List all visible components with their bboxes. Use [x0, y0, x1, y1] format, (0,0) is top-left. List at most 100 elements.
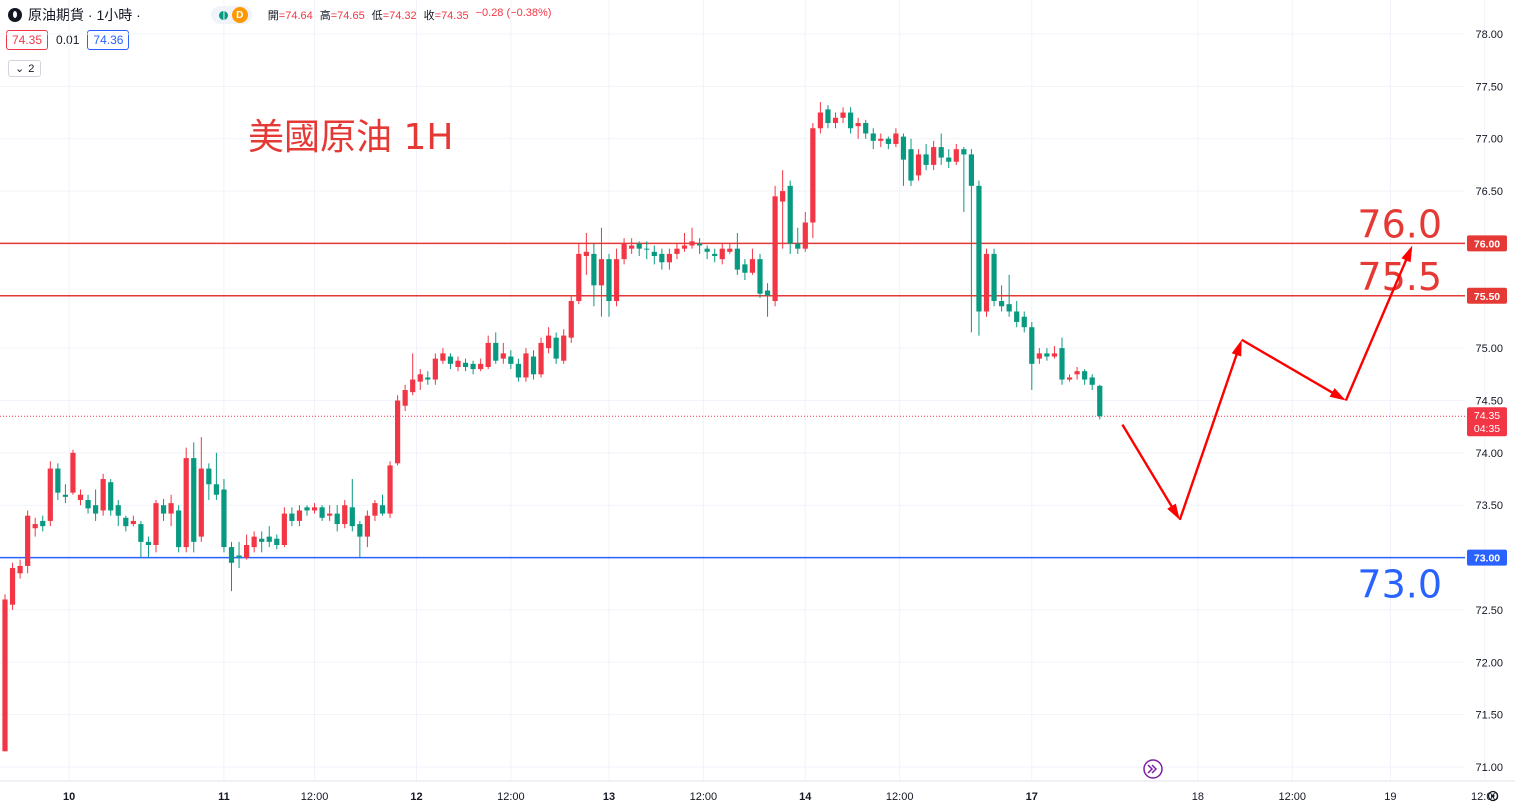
candle-body	[772, 196, 778, 302]
candle-body	[787, 185, 793, 244]
candle	[1066, 374, 1073, 382]
candle	[697, 238, 703, 254]
candle-body	[968, 154, 974, 186]
candle-body	[576, 253, 582, 302]
candle-body	[983, 253, 990, 312]
candle-body	[1051, 353, 1058, 357]
candle-body	[681, 245, 688, 249]
candle-body	[470, 363, 476, 370]
candle-body	[1021, 316, 1027, 328]
candle-body	[885, 138, 891, 144]
x-tick-label: 12:00	[1471, 791, 1499, 803]
candle	[583, 232, 589, 275]
ask-price-button[interactable]: 74.36	[87, 30, 130, 50]
candle-body	[568, 301, 574, 338]
candle	[636, 241, 642, 256]
scroll-to-realtime-button[interactable]	[1143, 759, 1163, 779]
candle	[55, 463, 61, 500]
candle	[576, 243, 582, 305]
candle	[485, 335, 491, 370]
candle	[334, 505, 340, 532]
candle	[183, 447, 189, 553]
candle-body	[432, 358, 438, 380]
candle-body	[213, 484, 219, 495]
candle	[432, 353, 438, 385]
candle	[213, 452, 219, 500]
candle	[734, 232, 740, 275]
candle	[1006, 274, 1012, 317]
candle-body	[160, 505, 167, 514]
candle-body	[878, 138, 884, 141]
candle	[983, 248, 990, 317]
candle-body	[923, 154, 929, 165]
candle-body	[493, 342, 499, 361]
candle-body	[402, 390, 408, 406]
candle	[644, 241, 650, 260]
candle	[795, 227, 801, 254]
candle	[372, 499, 378, 521]
axis-level-tag-label: 73.00	[1474, 553, 1500, 565]
candle-body	[1006, 304, 1012, 312]
chevron-down-icon: ⌄	[15, 63, 25, 75]
candle	[1036, 348, 1042, 364]
candle-body	[259, 538, 265, 542]
x-tick-label: 12	[410, 791, 422, 803]
candle-body	[334, 513, 340, 525]
axis-level-tag	[1467, 235, 1507, 252]
y-tick-label: 78.00	[1475, 29, 1503, 41]
y-tick-label: 77.00	[1475, 134, 1503, 146]
candle-body	[1066, 377, 1073, 380]
candle	[727, 243, 733, 254]
countdown-label: 04:35	[1474, 423, 1500, 435]
candle-body	[931, 147, 937, 165]
candle-body	[115, 505, 121, 516]
x-tick-label: 14	[799, 791, 812, 803]
candle	[100, 473, 106, 516]
candle	[47, 461, 53, 527]
candle-body	[25, 515, 31, 566]
candle	[659, 248, 665, 270]
candle-body	[251, 536, 257, 548]
symbol-title[interactable]: 原油期貨 · 1小時 ·	[28, 7, 141, 23]
candle	[244, 534, 250, 560]
chart-title: 美國原油 1H	[248, 117, 453, 158]
candle-body	[9, 568, 16, 605]
candle	[953, 143, 959, 165]
candle-body	[62, 494, 68, 497]
candle	[251, 531, 257, 553]
candle-body	[900, 136, 907, 160]
axis-settings-button[interactable]	[1487, 790, 1499, 802]
candle-body	[1014, 311, 1020, 322]
candle-body	[266, 536, 272, 542]
gear-icon	[1487, 790, 1499, 802]
candle	[108, 479, 114, 516]
candle	[764, 283, 771, 317]
candle	[523, 348, 529, 382]
y-tick-label: 74.00	[1475, 448, 1503, 460]
indicator-count: 2	[28, 62, 35, 75]
candle-body	[689, 241, 695, 246]
candle	[206, 463, 212, 500]
x-tick-label: 18	[1192, 791, 1204, 803]
candle	[447, 353, 454, 370]
market-status-pill[interactable]: D	[210, 6, 252, 24]
candle-body	[840, 112, 846, 118]
candle	[915, 149, 922, 181]
candle	[674, 243, 680, 260]
candle	[651, 245, 657, 265]
indicator-collapse-button[interactable]: ⌄ 2	[8, 60, 42, 77]
candle-body	[561, 335, 567, 361]
axis-level-tag	[1467, 287, 1507, 304]
candle-body	[938, 147, 944, 158]
candle	[455, 356, 461, 372]
candle	[742, 259, 748, 281]
x-tick-label: 11	[218, 791, 230, 803]
candle-body	[1044, 353, 1050, 357]
bid-price-button[interactable]: 74.35	[6, 30, 49, 50]
ohlc-item: −0.28 (−0.38%)	[476, 7, 552, 23]
candle	[176, 505, 182, 553]
price-boxes: 74.35 0.01 74.36	[6, 30, 130, 50]
candle	[115, 499, 121, 527]
candle	[749, 248, 756, 275]
